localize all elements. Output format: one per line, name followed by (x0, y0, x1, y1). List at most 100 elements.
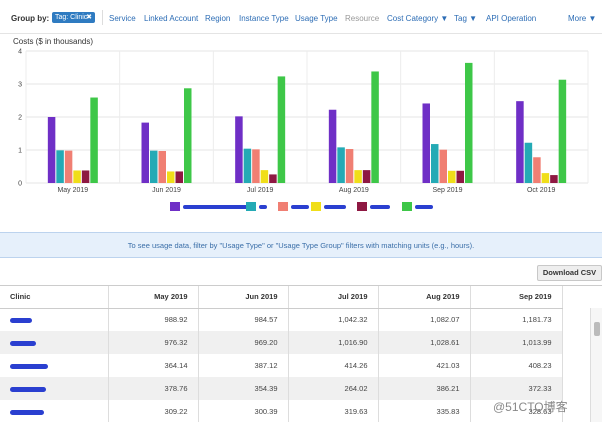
chart-bar (269, 174, 277, 183)
y-tick-label: 2 (18, 115, 22, 122)
table-cell: 309.22 (108, 400, 199, 422)
chart-bar (47, 117, 56, 183)
chart-bar (175, 171, 183, 183)
chart-bar (150, 150, 158, 183)
chart-bar (81, 170, 90, 183)
chart-bar (524, 142, 533, 183)
cost-bar-chart: Costs ($ in thousands) 0 1 2 3 4 May 2019 Jun 2… (13, 37, 589, 211)
legend-label-redacted (183, 205, 249, 209)
legend-label-redacted (291, 205, 309, 209)
groupby-option-api-operation[interactable]: API Operation (486, 14, 537, 23)
y-tick-label: 1 (18, 148, 22, 155)
x-tick-label: Sep 2019 (433, 187, 463, 194)
chart-bar (422, 103, 430, 183)
groupby-option-cost-category[interactable]: Cost Category ▼ (387, 14, 449, 23)
legend-label-redacted (415, 205, 433, 209)
column-header-may-2019[interactable]: May 2019 (108, 286, 199, 309)
legend-swatch (357, 202, 367, 211)
table-cell: 414.26 (288, 354, 379, 377)
table-cell: 264.02 (288, 377, 379, 400)
chart-bar (448, 170, 456, 183)
chart-bar (371, 71, 379, 183)
chart-bar (141, 122, 149, 183)
tag-clinic-chip-label: Tag: Clinic (55, 14, 88, 21)
column-header-aug-2019[interactable]: Aug 2019 (378, 286, 471, 309)
column-header-jun-2019[interactable]: Jun 2019 (198, 286, 289, 309)
legend-swatch (311, 202, 321, 211)
legend-swatch (246, 202, 256, 211)
table-row: 364.14 387.12 414.26 421.03 408.23 (0, 354, 563, 377)
groupby-option-usage-type[interactable]: Usage Type (295, 14, 338, 23)
chart-bar (550, 175, 558, 183)
divider (102, 10, 103, 25)
column-header-jul-2019[interactable]: Jul 2019 (288, 286, 379, 309)
chart-bar (431, 144, 439, 183)
table-cell: 969.20 (198, 331, 289, 354)
table-row: 378.76 354.39 264.02 386.21 372.33 (0, 377, 563, 400)
chart-bar (252, 149, 260, 183)
chart-bar (73, 170, 81, 183)
chart-bar (90, 97, 98, 183)
clinic-name-redacted (0, 308, 109, 331)
table-cell: 386.21 (378, 377, 471, 400)
x-tick-label: Jul 2019 (247, 187, 274, 194)
table-cell: 976.32 (108, 331, 199, 354)
table-cell: 335.83 (378, 400, 471, 422)
chart-bar (516, 101, 524, 183)
download-csv-button[interactable]: Download CSV (537, 265, 602, 281)
clinic-name-redacted (0, 354, 109, 377)
y-tick-label: 4 (18, 49, 22, 56)
table-cell: 387.12 (198, 354, 289, 377)
legend-label-redacted (370, 205, 390, 209)
chart-bar (362, 170, 371, 183)
table-row: 988.92 984.57 1,042.32 1,082.07 1,181.73 (0, 308, 563, 331)
chart-bar (56, 150, 64, 183)
groupby-option-instance-type[interactable]: Instance Type (239, 14, 289, 23)
chart-bar (465, 62, 473, 183)
table-cell: 364.14 (108, 354, 199, 377)
cost-table: Clinic May 2019 Jun 2019 Jul 2019 Aug 20… (0, 285, 602, 422)
clinic-name-redacted (0, 377, 109, 400)
column-header-sep-2019[interactable]: Sep 2019 (470, 286, 563, 309)
y-tick-label: 3 (18, 82, 22, 89)
table-row: 309.22 300.39 319.63 335.83 328.63 (0, 400, 563, 422)
chart-bar (184, 88, 192, 183)
tag-clinic-chip[interactable]: Tag: Clinic ✖ (52, 12, 95, 23)
column-header-clinic[interactable]: Clinic (0, 286, 109, 309)
table-cell: 1,042.32 (288, 308, 379, 331)
table-cell: 421.03 (378, 354, 471, 377)
table-cell: 328.63 (470, 400, 563, 422)
scrollbar-thumb[interactable] (594, 322, 600, 336)
x-tick-label: Aug 2019 (339, 187, 369, 194)
chart-bar (167, 171, 175, 183)
groupby-option-resource: Resource (345, 14, 380, 23)
x-tick-label: Oct 2019 (527, 187, 556, 194)
table-cell: 984.57 (198, 308, 289, 331)
groupby-option-region[interactable]: Region (205, 14, 231, 23)
table-cell: 988.92 (108, 308, 199, 331)
groupby-option-service[interactable]: Service (109, 14, 136, 23)
groupby-option-more[interactable]: More ▼ (568, 14, 597, 23)
table-scrollbar[interactable] (590, 308, 602, 422)
chart-bar (345, 149, 354, 183)
table-cell: 300.39 (198, 400, 289, 422)
groupby-option-tag[interactable]: Tag ▼ (454, 14, 478, 23)
chart-bar (260, 170, 269, 183)
table-cell: 1,016.90 (288, 331, 379, 354)
table-cell: 354.39 (198, 377, 289, 400)
table-cell: 319.63 (288, 400, 379, 422)
close-icon[interactable]: ✖ (86, 14, 92, 21)
chart-bar (235, 116, 243, 183)
groupby-option-linked-account[interactable]: Linked Account (144, 14, 199, 23)
group-by-bar: Group by: Tag: Clinic ✖ Service Linked A… (0, 0, 602, 34)
legend-label-redacted (259, 205, 267, 209)
legend-swatch (278, 202, 288, 211)
clinic-name-redacted (0, 400, 109, 422)
table-cell: 372.33 (470, 377, 563, 400)
y-tick-label: 0 (18, 181, 22, 188)
chart-bar (456, 170, 464, 183)
legend-swatch (170, 202, 180, 211)
legend-label-redacted (324, 205, 346, 209)
table-header-row: Clinic May 2019 Jun 2019 Jul 2019 Aug 20… (0, 286, 563, 309)
chart-bar (243, 148, 252, 183)
